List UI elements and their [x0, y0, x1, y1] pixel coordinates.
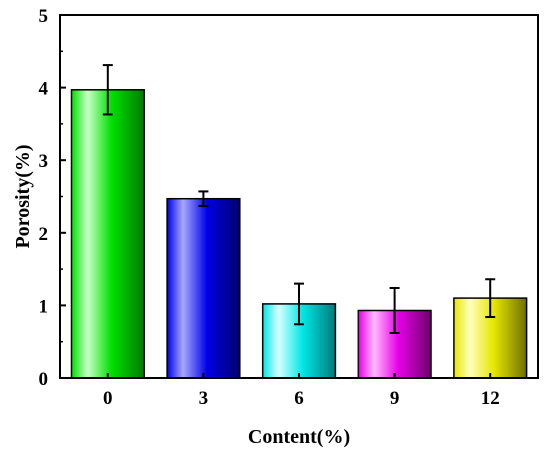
y-axis: 0 1 2 3 4 5	[39, 6, 66, 390]
x-tick-label: 3	[199, 388, 209, 409]
y-axis-title: Porosity(%)	[12, 144, 34, 248]
x-axis: 0 3 6 9 12	[103, 373, 500, 409]
error-bar-6	[294, 282, 304, 326]
error-bar-0	[102, 64, 113, 116]
error-bar-3	[198, 190, 209, 207]
x-tick-label: 12	[481, 388, 500, 409]
error-bar-9	[389, 286, 400, 334]
bar-3	[166, 197, 241, 379]
bars-layer	[70, 89, 528, 379]
y-tick-label: 4	[39, 79, 49, 100]
y-tick-label: 0	[39, 369, 49, 390]
y-tick-label: 3	[39, 151, 49, 172]
y-tick-label: 1	[39, 296, 49, 317]
x-tick-label: 6	[294, 388, 304, 409]
x-axis-title: Content(%)	[248, 426, 350, 448]
bar-0	[70, 89, 145, 379]
y-tick-label: 2	[39, 224, 49, 245]
y-tick-label: 5	[39, 6, 49, 27]
error-bars-layer	[102, 64, 496, 334]
x-tick-label: 9	[390, 388, 400, 409]
x-tick-label: 0	[103, 388, 113, 409]
error-bar-12	[485, 278, 496, 319]
